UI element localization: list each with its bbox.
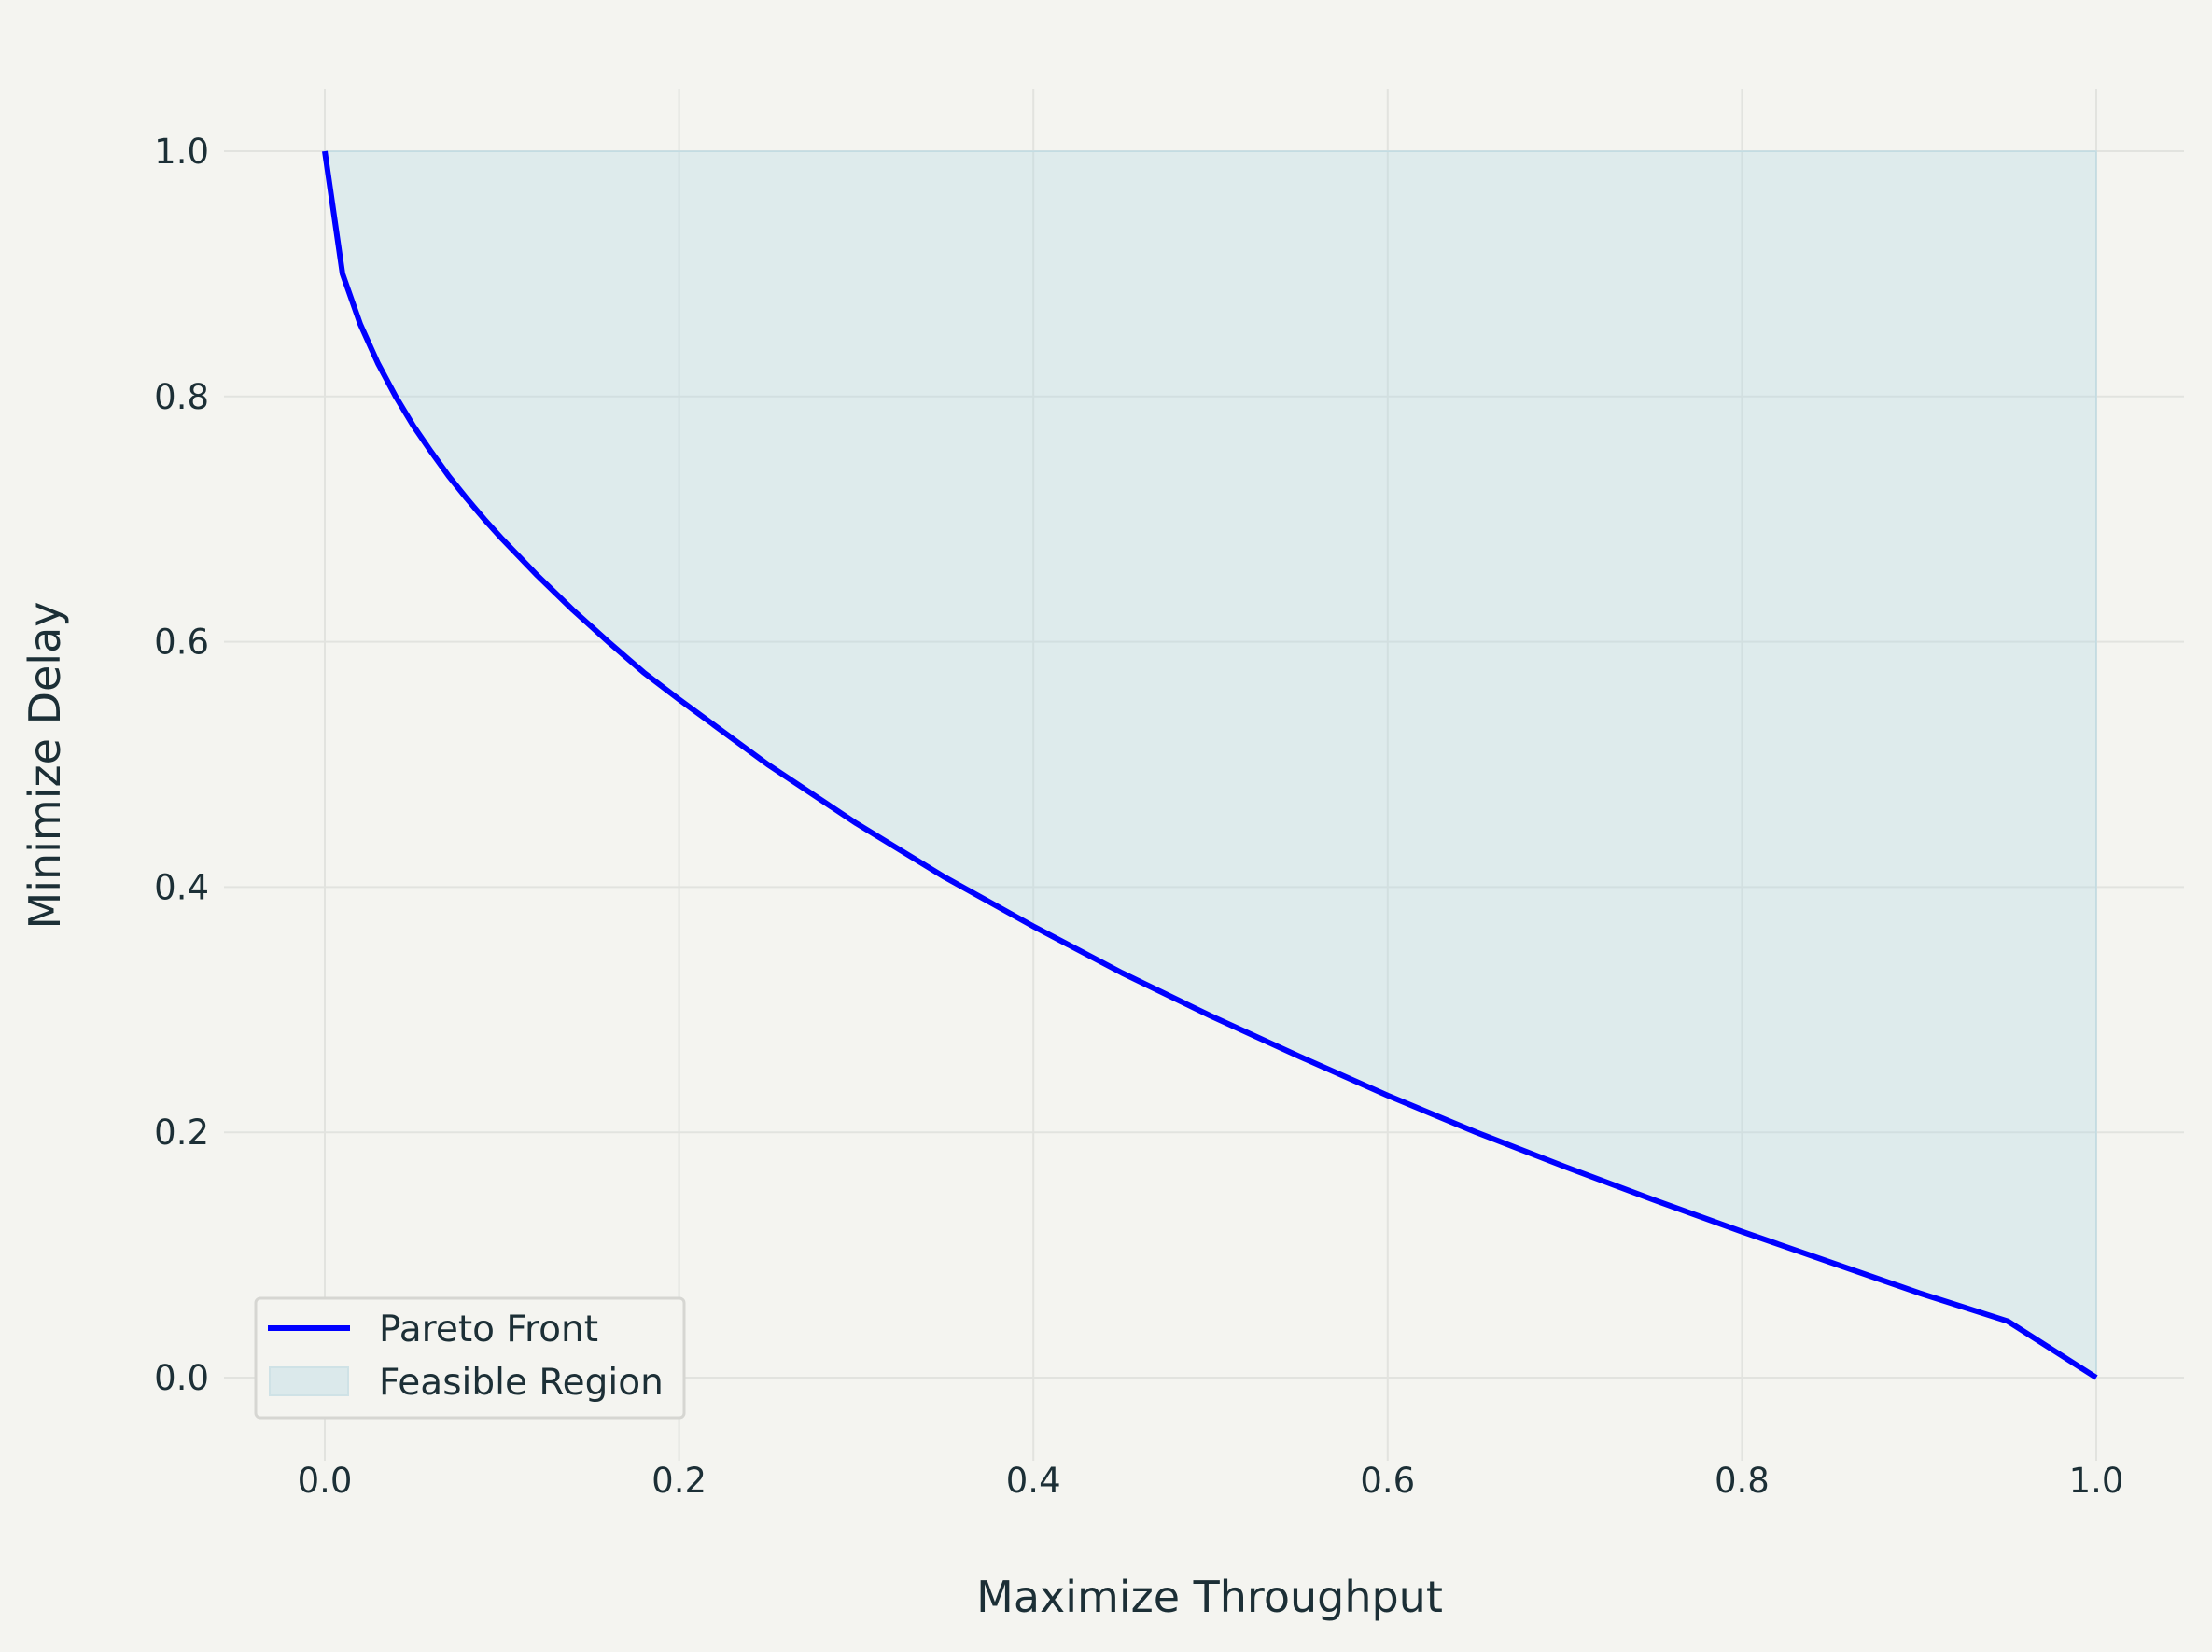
y-tick-label-3: 0.6: [154, 623, 209, 663]
legend: Pareto Front Feasible Region: [254, 1296, 686, 1420]
y-axis-label: Minimize Delay: [20, 602, 70, 930]
x-tick-label-0: 0.0: [298, 1461, 353, 1501]
y-tick-label-1: 0.2: [154, 1113, 209, 1153]
pareto-front-line: [322, 150, 2098, 1380]
x-axis-ticks: 0.0 0.2 0.4 0.6 0.8 1.0: [298, 1461, 2124, 1501]
y-tick-label-5: 1.0: [154, 132, 209, 172]
legend-label-feasible-region: Feasible Region: [379, 1362, 664, 1404]
x-tick-label-1: 0.2: [651, 1461, 707, 1501]
y-tick-label-2: 0.4: [154, 867, 209, 907]
x-tick-label-5: 1.0: [2069, 1461, 2124, 1501]
x-axis-label: Maximize Throughput: [976, 1572, 1443, 1622]
legend-swatch-feasible-region: [269, 1366, 349, 1396]
legend-frame: [254, 1296, 686, 1420]
legend-label-pareto-front: Pareto Front: [379, 1309, 598, 1351]
x-tick-label-2: 0.4: [1006, 1461, 1061, 1501]
x-tick-label-3: 0.6: [1360, 1461, 1415, 1501]
y-tick-label-0: 0.0: [154, 1358, 209, 1398]
y-axis-ticks: 0.0 0.2 0.4 0.6 0.8 1.0: [154, 132, 209, 1398]
feasible-region-area: [323, 150, 2097, 1379]
plot-area: [322, 150, 2098, 1380]
y-tick-label-4: 0.8: [154, 377, 209, 417]
x-tick-label-4: 0.8: [1715, 1461, 1770, 1501]
